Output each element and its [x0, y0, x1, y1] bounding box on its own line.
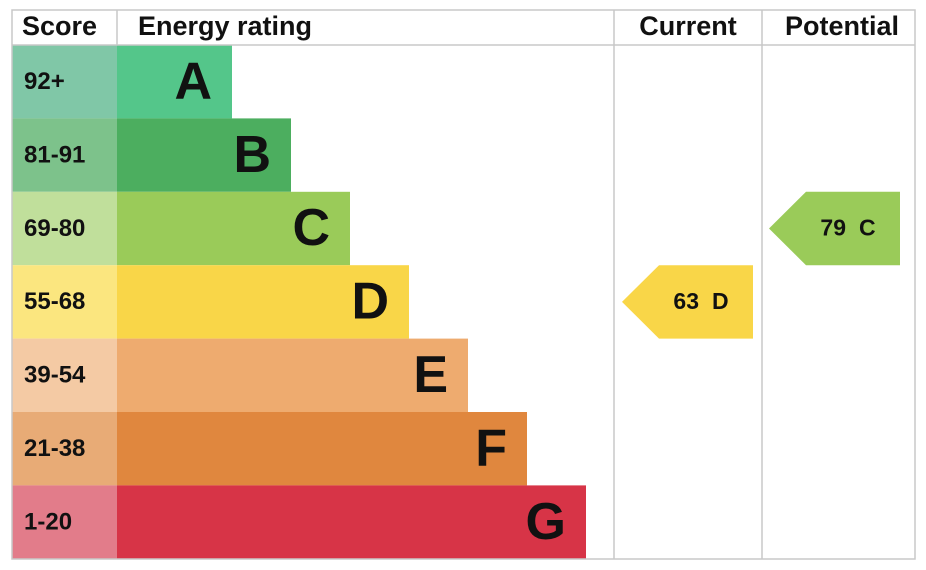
rating-bar [117, 412, 527, 486]
current-arrow [622, 265, 753, 339]
band-letter: D [351, 273, 389, 331]
score-cell [12, 338, 117, 412]
score-range: 55-68 [24, 288, 85, 315]
score-range: 1-20 [24, 508, 72, 535]
current-score: 63 [673, 288, 699, 314]
current-band: D [712, 288, 729, 314]
score-range: 39-54 [24, 362, 86, 389]
band-letter: G [526, 493, 566, 551]
header-potential: Potential [785, 11, 899, 41]
frame [11, 9, 916, 560]
header-rating: Energy rating [138, 11, 312, 41]
score-range: 21-38 [24, 435, 85, 462]
score-cell [12, 265, 117, 339]
rating-bar [117, 118, 291, 192]
rating-bar [117, 338, 468, 412]
rating-bar [117, 45, 232, 119]
band-letter: C [292, 199, 330, 257]
band-letter: E [413, 346, 448, 404]
score-cell [12, 45, 117, 119]
band-letter: F [475, 419, 507, 477]
header-current: Current [639, 11, 737, 41]
rating-bar [117, 265, 409, 339]
score-range: 69-80 [24, 215, 85, 242]
header-score: Score [22, 11, 97, 41]
potential-arrow [769, 191, 900, 266]
score-range: 92+ [24, 68, 65, 95]
score-range: 81-91 [24, 141, 85, 168]
table-frame [11, 9, 916, 560]
score-cell [12, 191, 117, 266]
score-cell [12, 118, 117, 192]
score-cell [12, 485, 117, 559]
score-cell [12, 412, 117, 486]
band-letter: B [233, 126, 271, 184]
table-body [12, 45, 586, 559]
rating-bar [117, 485, 586, 559]
potential-band: C [859, 215, 876, 241]
band-letter: A [174, 52, 212, 110]
potential-score: 79 [820, 215, 846, 241]
rating-bar [117, 191, 350, 266]
